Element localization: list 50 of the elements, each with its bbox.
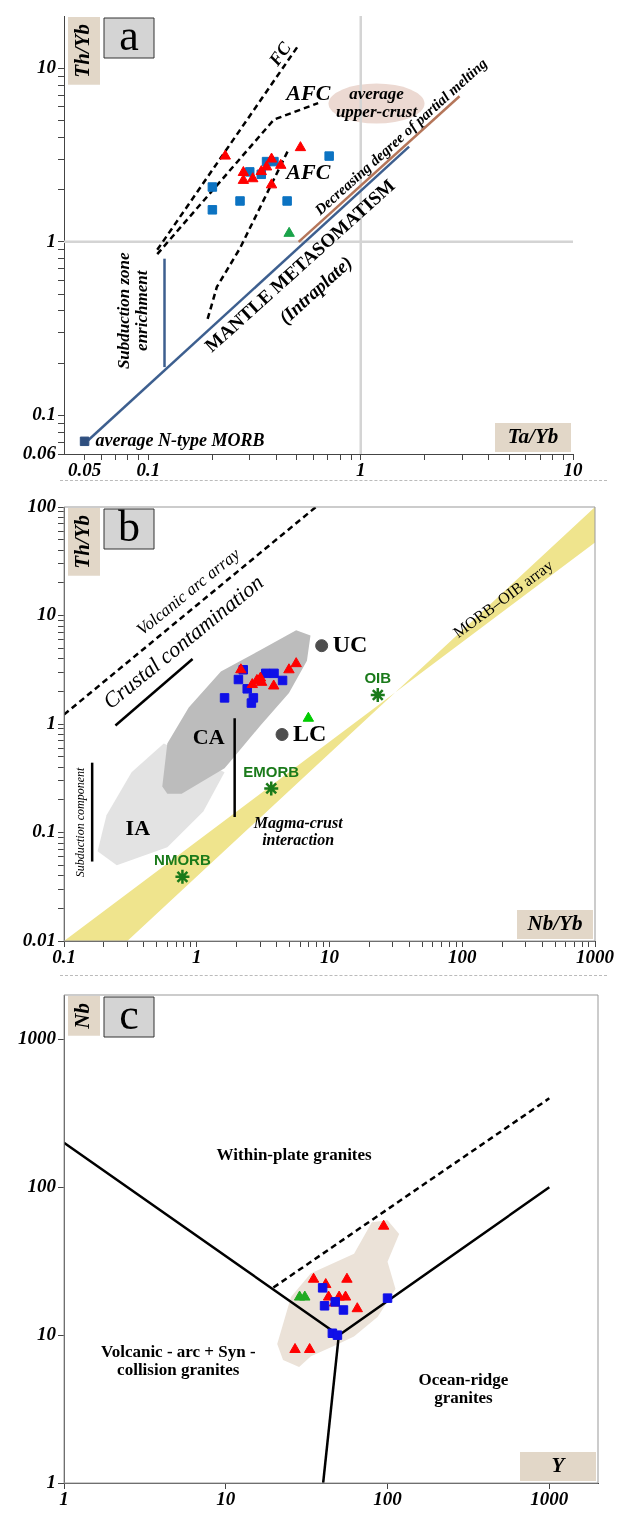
x-tick-label: 10	[216, 1488, 236, 1510]
series-label: average N-type MORB	[95, 429, 265, 450]
annotation: Subduction component	[73, 767, 88, 878]
x-tick-label: 1	[192, 946, 202, 968]
x-tick-label: 100	[448, 946, 477, 968]
annotation: AFC	[284, 79, 331, 105]
annotation: CA	[192, 724, 225, 750]
series-label: EMORB	[243, 762, 300, 780]
x-tick-label: 0.1	[136, 459, 161, 481]
y-tick-label: 0.06	[22, 441, 57, 463]
y-tick-label: 10	[37, 56, 57, 78]
annotation: Volcanic - arc + Syn - collision granites	[100, 1342, 256, 1380]
x-tick-label: 0.05	[67, 459, 102, 481]
annotation: Ocean-ridge granites	[418, 1369, 509, 1407]
y-axis-title: Nb	[70, 1003, 95, 1030]
x-axis-title: Nb/Yb	[526, 911, 583, 936]
y-axis-title: Th/Yb	[70, 24, 95, 78]
y-tick-label: 10	[37, 603, 57, 625]
series-label: UC	[332, 630, 368, 657]
series-label: NMORB	[154, 851, 211, 869]
y-tick-label: 1000	[18, 1027, 57, 1049]
y-tick-label: 1	[46, 1470, 56, 1492]
chart-title: b	[118, 501, 140, 551]
annotation: average upper-crust	[335, 84, 419, 121]
x-axis-title: Y	[551, 1453, 567, 1478]
y-axis-title: Th/Yb	[70, 515, 95, 569]
x-tick-label: 1000	[576, 946, 615, 968]
annotation: Subduction zone enrichment	[113, 251, 151, 370]
annotation: Magma-crust interaction	[252, 814, 344, 849]
x-tick-label: 10	[563, 459, 583, 481]
x-tick-label: 10	[320, 946, 340, 968]
chart-title: c	[119, 989, 139, 1039]
x-axis-title: Ta/Yb	[507, 424, 559, 449]
series-label: OIB	[364, 669, 392, 687]
annotation: Within-plate granites	[216, 1144, 373, 1164]
annotation: FC	[264, 37, 296, 71]
y-tick-label: 0.01	[22, 928, 56, 950]
x-tick-label: 1	[355, 459, 366, 481]
chart-title: a	[119, 10, 139, 60]
y-tick-label: 100	[27, 494, 57, 516]
y-tick-label: 1	[46, 711, 56, 733]
x-tick-label: 100	[373, 1488, 403, 1510]
y-tick-label: 100	[27, 1175, 57, 1197]
annotation: IA	[125, 814, 151, 840]
y-tick-label: 0.1	[32, 820, 56, 842]
x-tick-label: 1000	[530, 1488, 569, 1510]
series-label: LC	[293, 719, 327, 746]
y-tick-label: 0.1	[32, 403, 56, 425]
y-tick-label: 1	[46, 229, 56, 251]
y-tick-label: 10	[37, 1323, 57, 1345]
